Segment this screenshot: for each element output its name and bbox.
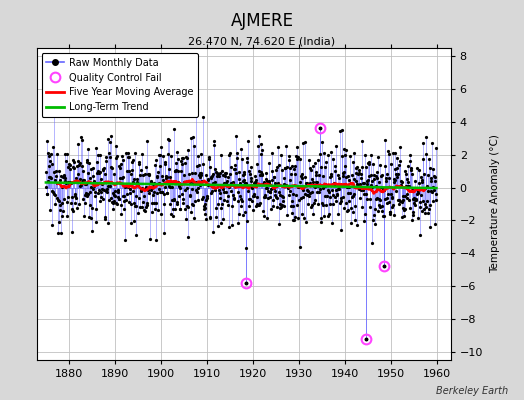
Text: Berkeley Earth: Berkeley Earth [436, 386, 508, 396]
Text: 26.470 N, 74.620 E (India): 26.470 N, 74.620 E (India) [189, 36, 335, 46]
Y-axis label: Temperature Anomaly (°C): Temperature Anomaly (°C) [490, 134, 500, 274]
Text: AJMERE: AJMERE [231, 12, 293, 30]
Legend: Raw Monthly Data, Quality Control Fail, Five Year Moving Average, Long-Term Tren: Raw Monthly Data, Quality Control Fail, … [41, 53, 198, 117]
